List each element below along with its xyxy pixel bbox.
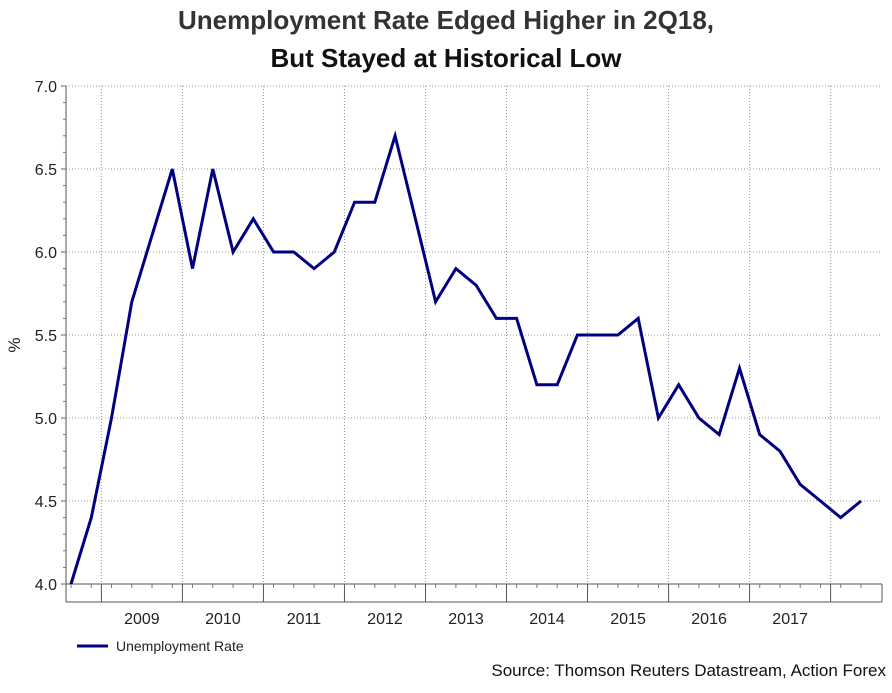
data-point xyxy=(374,201,376,203)
data-point xyxy=(677,384,679,386)
data-point xyxy=(171,168,173,170)
data-point xyxy=(799,483,801,485)
series-group xyxy=(69,130,862,585)
x-tick-label: 2016 xyxy=(691,611,727,628)
data-point xyxy=(131,301,133,303)
y-tick-label: 5.5 xyxy=(35,328,57,345)
data-point xyxy=(272,251,274,253)
data-point xyxy=(515,317,517,319)
data-point xyxy=(759,433,761,435)
legend: Unemployment Rate xyxy=(77,638,244,654)
x-tick-label: 2013 xyxy=(448,611,484,628)
x-axis-ticks: 2009 2010 2011 2012 2013 2014 2015 2016 2017 xyxy=(70,584,862,628)
data-point xyxy=(738,367,740,369)
x-tick-label: 2012 xyxy=(367,611,403,628)
x-tick-label: 2009 xyxy=(124,611,160,628)
data-point xyxy=(596,334,598,336)
data-point xyxy=(293,251,295,253)
data-point xyxy=(779,450,781,452)
data-point xyxy=(353,201,355,203)
data-point xyxy=(455,267,457,269)
data-point xyxy=(657,417,659,419)
x-tick-label: 2011 xyxy=(287,611,322,628)
data-point xyxy=(840,516,842,518)
x-tick-label: 2017 xyxy=(772,611,808,628)
y-tick-label: 4.5 xyxy=(35,494,57,511)
y-tick-label: 5.0 xyxy=(35,411,57,428)
data-point xyxy=(556,384,558,386)
data-point xyxy=(434,301,436,303)
y-tick-label: 6.5 xyxy=(35,162,57,179)
data-point xyxy=(495,317,497,319)
data-point xyxy=(394,135,396,137)
gridlines xyxy=(66,85,882,585)
data-point xyxy=(860,500,862,502)
chart-title-line-1: Unemployment Rate Edged Higher in 2Q18, xyxy=(178,5,714,35)
data-point xyxy=(576,334,578,336)
data-point xyxy=(819,500,821,502)
y-axis-ticks: 4.0 4.5 5.0 5.5 6.0 6.5 7.0 xyxy=(35,79,66,594)
data-point xyxy=(191,267,193,269)
legend-label: Unemployment Rate xyxy=(116,638,244,654)
data-point xyxy=(232,251,234,253)
data-point xyxy=(536,384,538,386)
source-note: Source: Thomson Reuters Datastream, Acti… xyxy=(491,661,886,680)
data-point xyxy=(333,251,335,253)
data-point xyxy=(475,284,477,286)
y-tick-label: 6.0 xyxy=(35,245,57,262)
data-point xyxy=(718,433,720,435)
y-tick-label: 4.0 xyxy=(35,577,57,594)
x-tick-label: 2015 xyxy=(610,611,646,628)
axes xyxy=(65,86,883,603)
series-line-unemployment-rate xyxy=(69,130,862,585)
x-tick-label: 2010 xyxy=(205,611,241,628)
data-point xyxy=(252,218,254,220)
y-tick-label: 7.0 xyxy=(35,79,57,96)
x-tick-label: 2014 xyxy=(529,611,565,628)
data-point xyxy=(617,334,619,336)
data-point xyxy=(90,516,92,518)
data-point xyxy=(698,417,700,419)
data-point xyxy=(151,234,153,236)
data-point xyxy=(70,583,72,585)
data-point xyxy=(110,417,112,419)
y-axis-label: % xyxy=(5,337,24,352)
data-point xyxy=(637,317,639,319)
data-point xyxy=(313,267,315,269)
chart-title-line-2: But Stayed at Historical Low xyxy=(270,43,622,73)
data-point xyxy=(212,168,214,170)
data-point xyxy=(414,218,416,220)
